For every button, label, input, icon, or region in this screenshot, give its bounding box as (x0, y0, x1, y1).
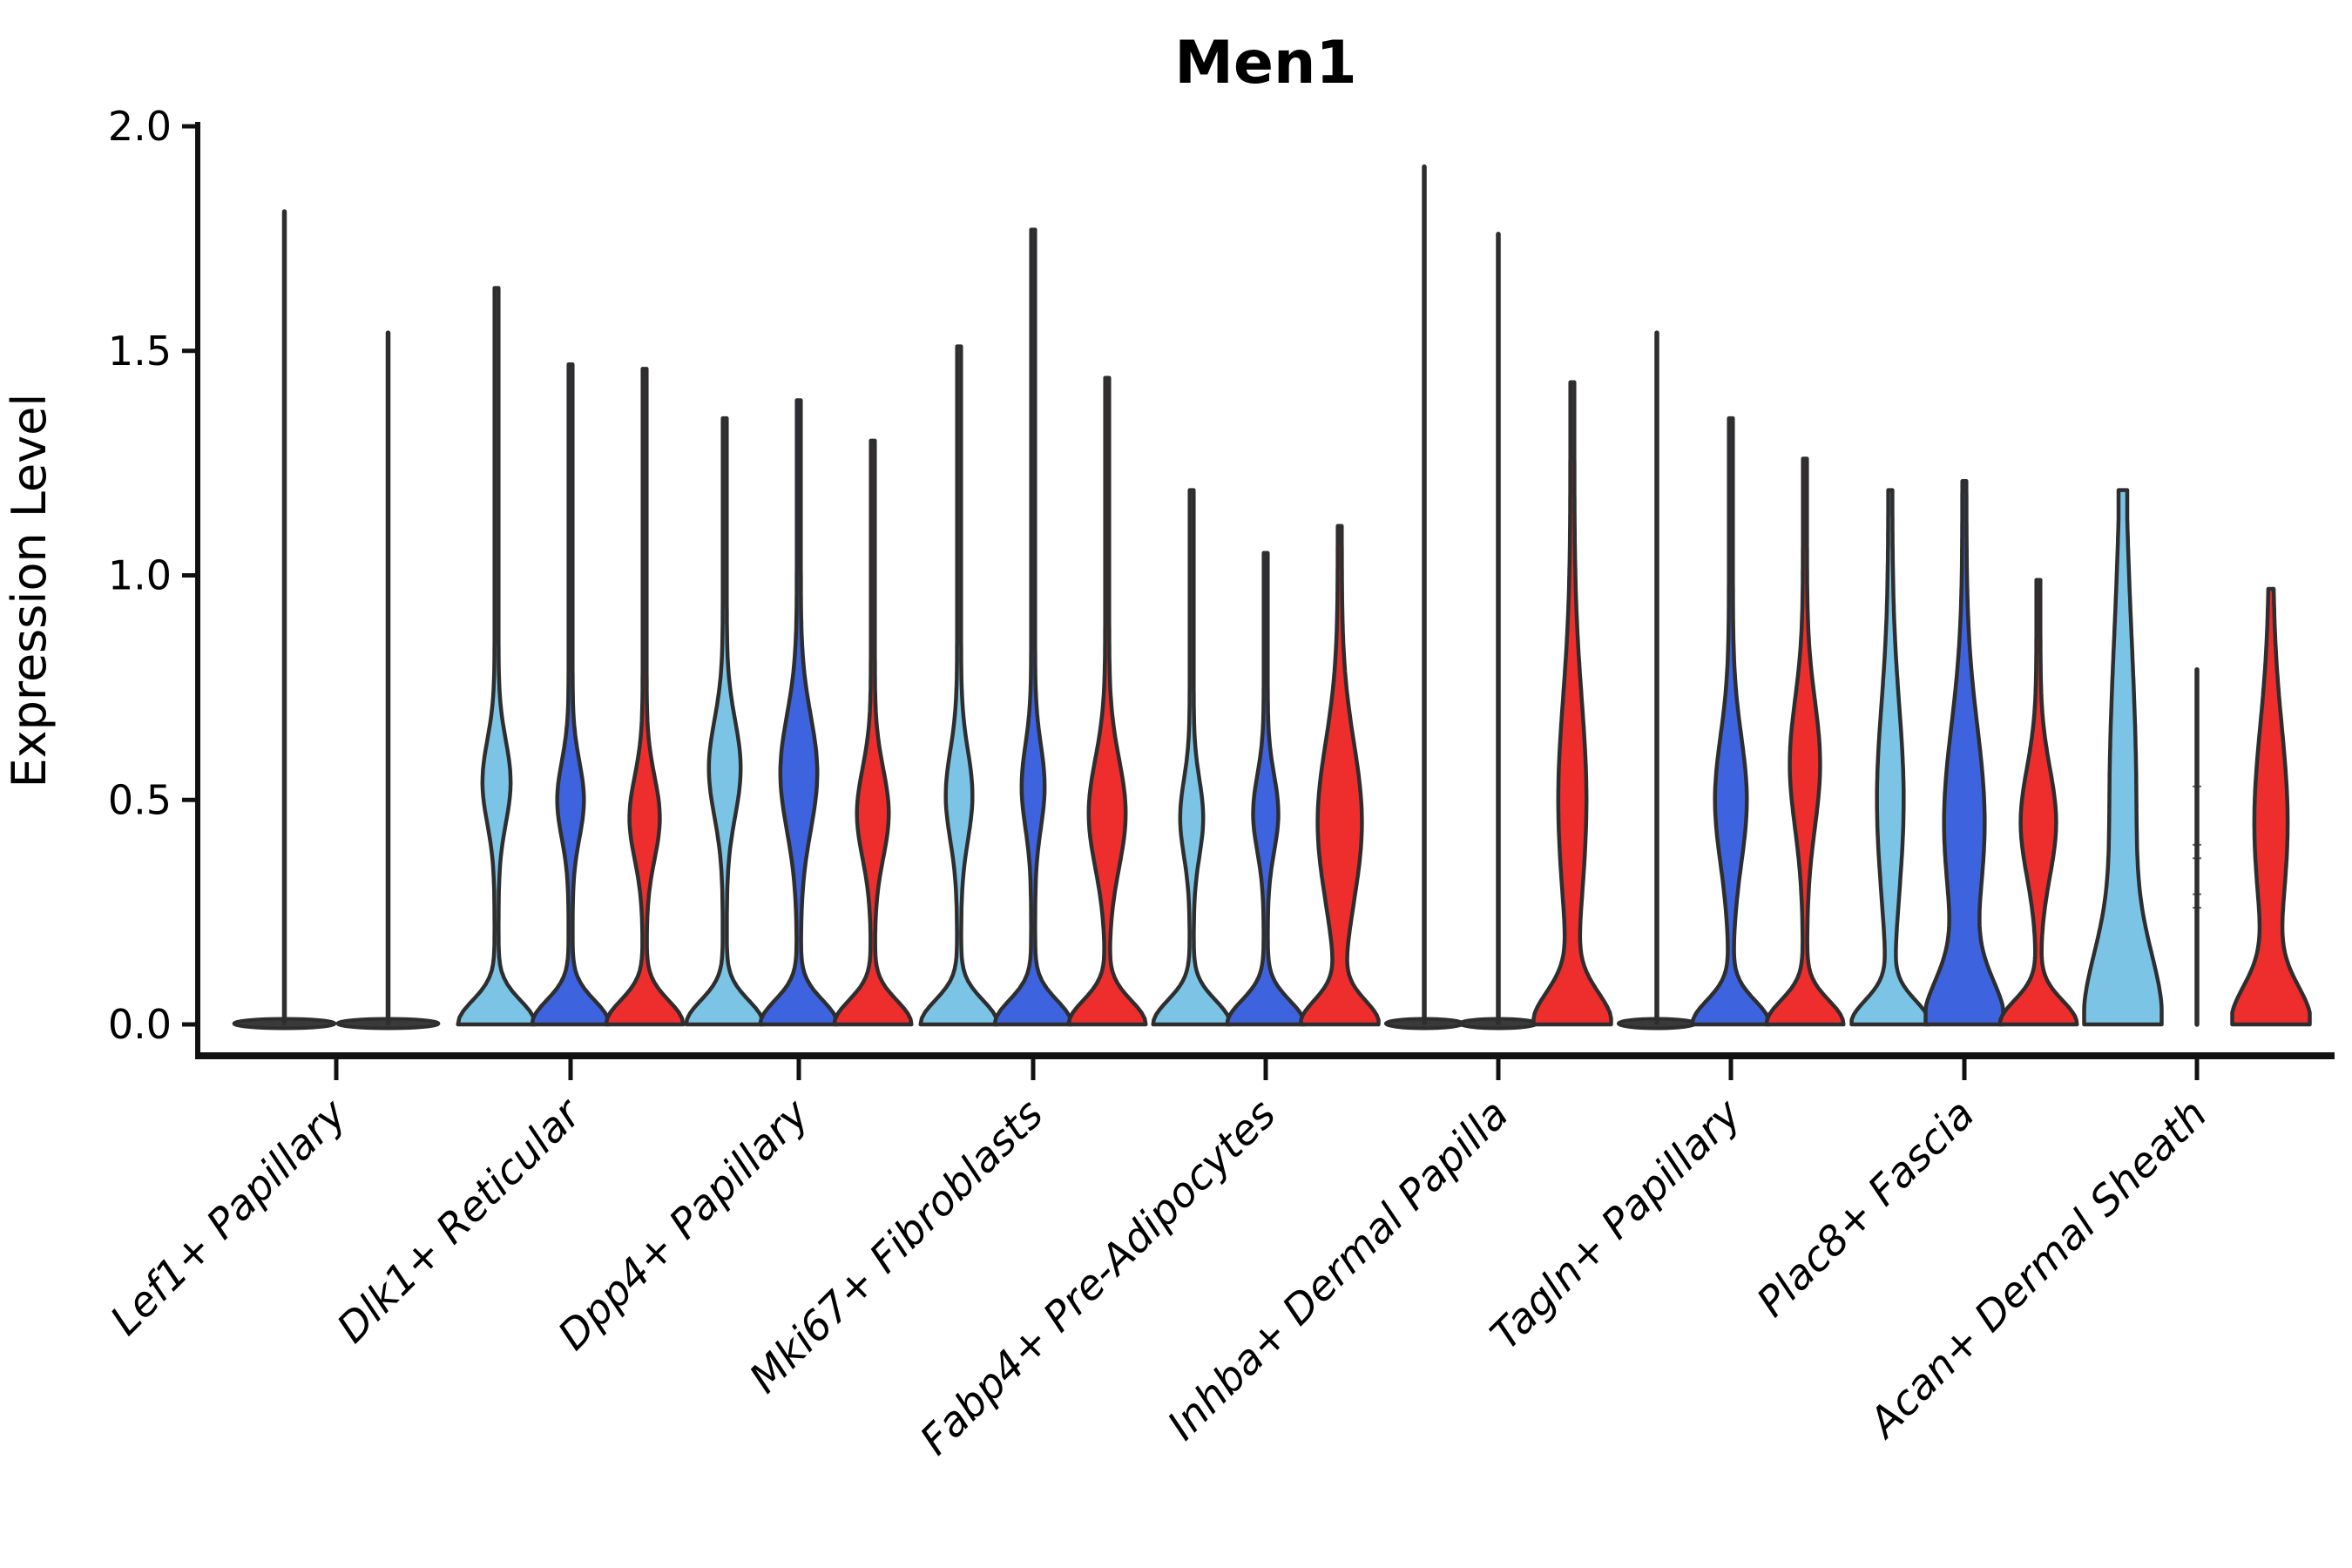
y-tick-label: 0.0 (108, 1001, 172, 1048)
x-tick-label-dlk1-reticular: Dlk1+ Reticular (328, 1089, 592, 1353)
violin-dlk1-reticular-red (604, 367, 686, 1027)
violin-plac8-fascia-sky (1849, 488, 1931, 1027)
violin-plac8-fascia-red (1997, 578, 2079, 1027)
violin-tagln-papillary-blue (1690, 416, 1772, 1027)
x-tick-label-dpp4-papillary: Dpp4+ Papillary (549, 1090, 819, 1360)
y-axis-ticks: 0.0 0.5 1.0 1.5 2.0 (108, 103, 198, 1048)
violin-dpp4-papillary-sky (684, 416, 766, 1027)
violin-acan-dermal-sheath-sky (2082, 488, 2164, 1027)
violin-tagln-papillary-red (1764, 456, 1846, 1027)
violin-dlk1-reticular-blue (530, 362, 612, 1027)
violin-inhba-dermal-papilla-red (1531, 380, 1613, 1027)
violin-plac8-fascia-blue (1923, 478, 2005, 1027)
violin-mki67-fibroblasts-sky (918, 344, 1000, 1027)
violin-mki67-fibroblasts-blue (992, 227, 1074, 1027)
violin-fabp4-pre-adipocytes-blue (1225, 551, 1307, 1027)
violin-dpp4-papillary-blue (758, 398, 840, 1027)
x-tick-label-tagln-papillary: Tagln+ Papillary (1482, 1090, 1752, 1360)
y-tick-label: 0.5 (108, 776, 172, 823)
violins-layer (232, 164, 2312, 1031)
violin-fabp4-pre-adipocytes-sky (1151, 488, 1233, 1027)
chart-title: Men1 (1174, 29, 1357, 98)
y-tick-label: 1.0 (108, 552, 172, 599)
violin-fabp4-pre-adipocytes-red (1299, 524, 1381, 1027)
x-tick-label-lef1-papillary: Lef1+ Papillary (101, 1090, 356, 1345)
violin-acan-dermal-sheath-red (2230, 586, 2312, 1027)
violin-mki67-fibroblasts-red (1066, 375, 1148, 1027)
violin-dpp4-papillary-red (832, 438, 914, 1027)
y-axis-label: Expression Level (2, 394, 57, 788)
violin-dlk1-reticular-sky (456, 286, 537, 1027)
x-tick-label-plac8-fascia: Plac8+ Fascia (1747, 1091, 1984, 1327)
y-tick-label: 2.0 (108, 103, 172, 150)
y-tick-label: 1.5 (108, 328, 172, 375)
